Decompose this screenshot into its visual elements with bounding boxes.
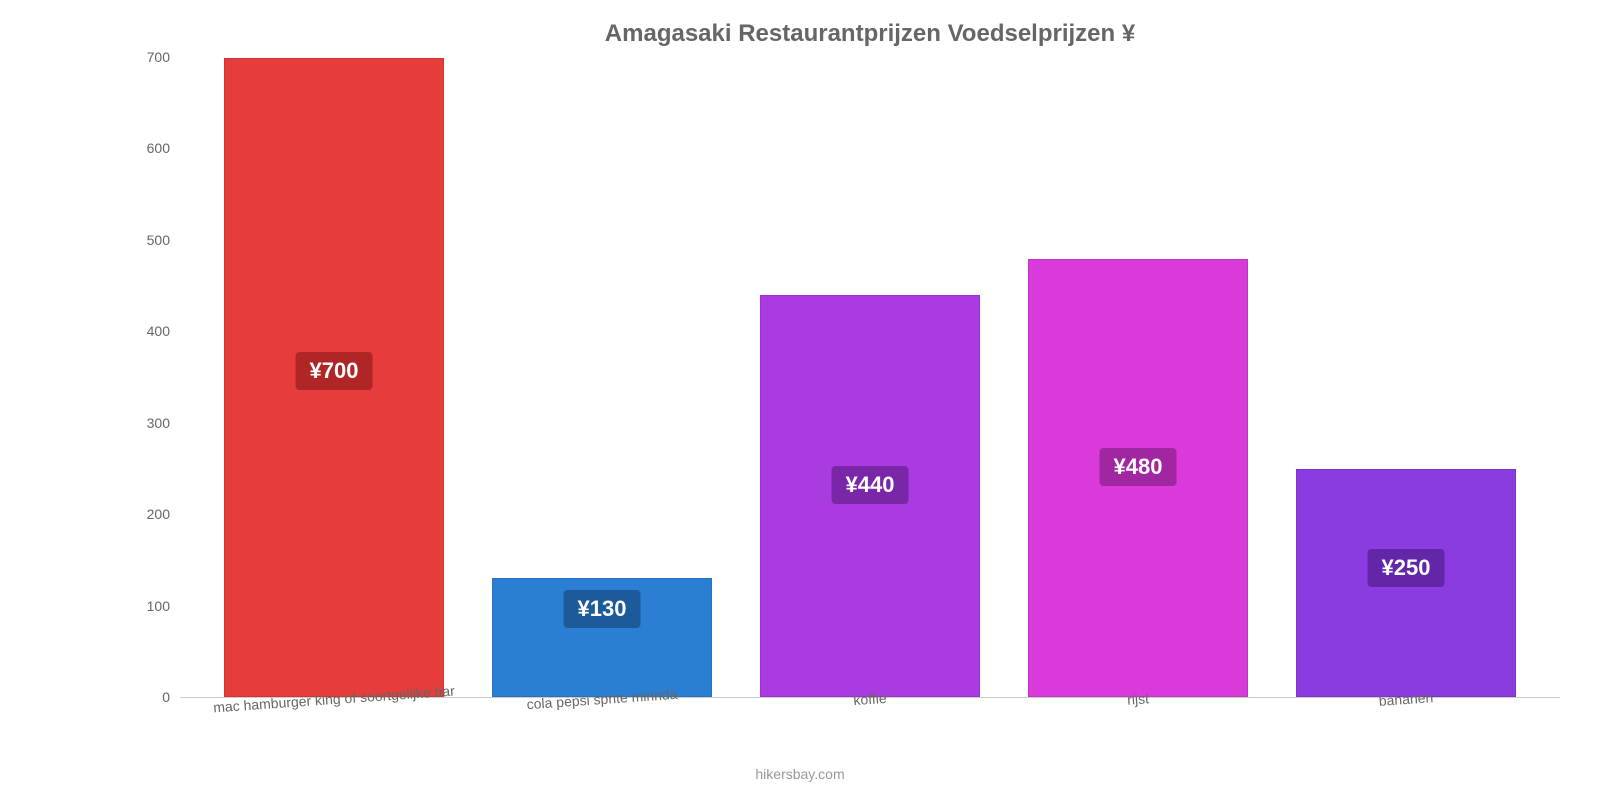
y-tick-label: 700 — [120, 49, 170, 65]
y-tick-label: 300 — [120, 415, 170, 431]
y-tick-label: 400 — [120, 323, 170, 339]
y-tick-label: 0 — [120, 689, 170, 705]
y-tick-label: 500 — [120, 232, 170, 248]
bar-group: ¥480 — [1004, 58, 1272, 697]
bar-group: ¥700 — [200, 58, 468, 697]
y-tick-label: 600 — [120, 140, 170, 156]
y-tick-label: 100 — [120, 598, 170, 614]
x-axis-labels: mac hamburger king of soortgelijke barco… — [180, 691, 1560, 707]
bar-group: ¥130 — [468, 58, 736, 697]
plot-area: 0100200300400500600700 ¥700¥130¥440¥480¥… — [180, 58, 1560, 698]
bar-value-label: ¥440 — [832, 466, 909, 504]
bar-value-label: ¥250 — [1368, 549, 1445, 587]
chart-title: Amagasaki Restaurantprijzen Voedselprijz… — [180, 20, 1560, 48]
bar-value-label: ¥480 — [1100, 448, 1177, 486]
bars-region: ¥700 ¥130 ¥440 ¥480 ¥250 — [180, 58, 1560, 697]
bar-group: ¥440 — [736, 58, 1004, 697]
chart-container: Amagasaki Restaurantprijzen Voedselprijz… — [0, 0, 1600, 800]
y-tick-label: 200 — [120, 506, 170, 522]
bar-group: ¥250 — [1272, 58, 1540, 697]
bar-value-label: ¥130 — [564, 590, 641, 628]
bar-value-label: ¥700 — [296, 352, 373, 390]
chart-footer: hikersbay.com — [0, 766, 1600, 782]
y-axis: 0100200300400500600700 — [120, 58, 170, 697]
